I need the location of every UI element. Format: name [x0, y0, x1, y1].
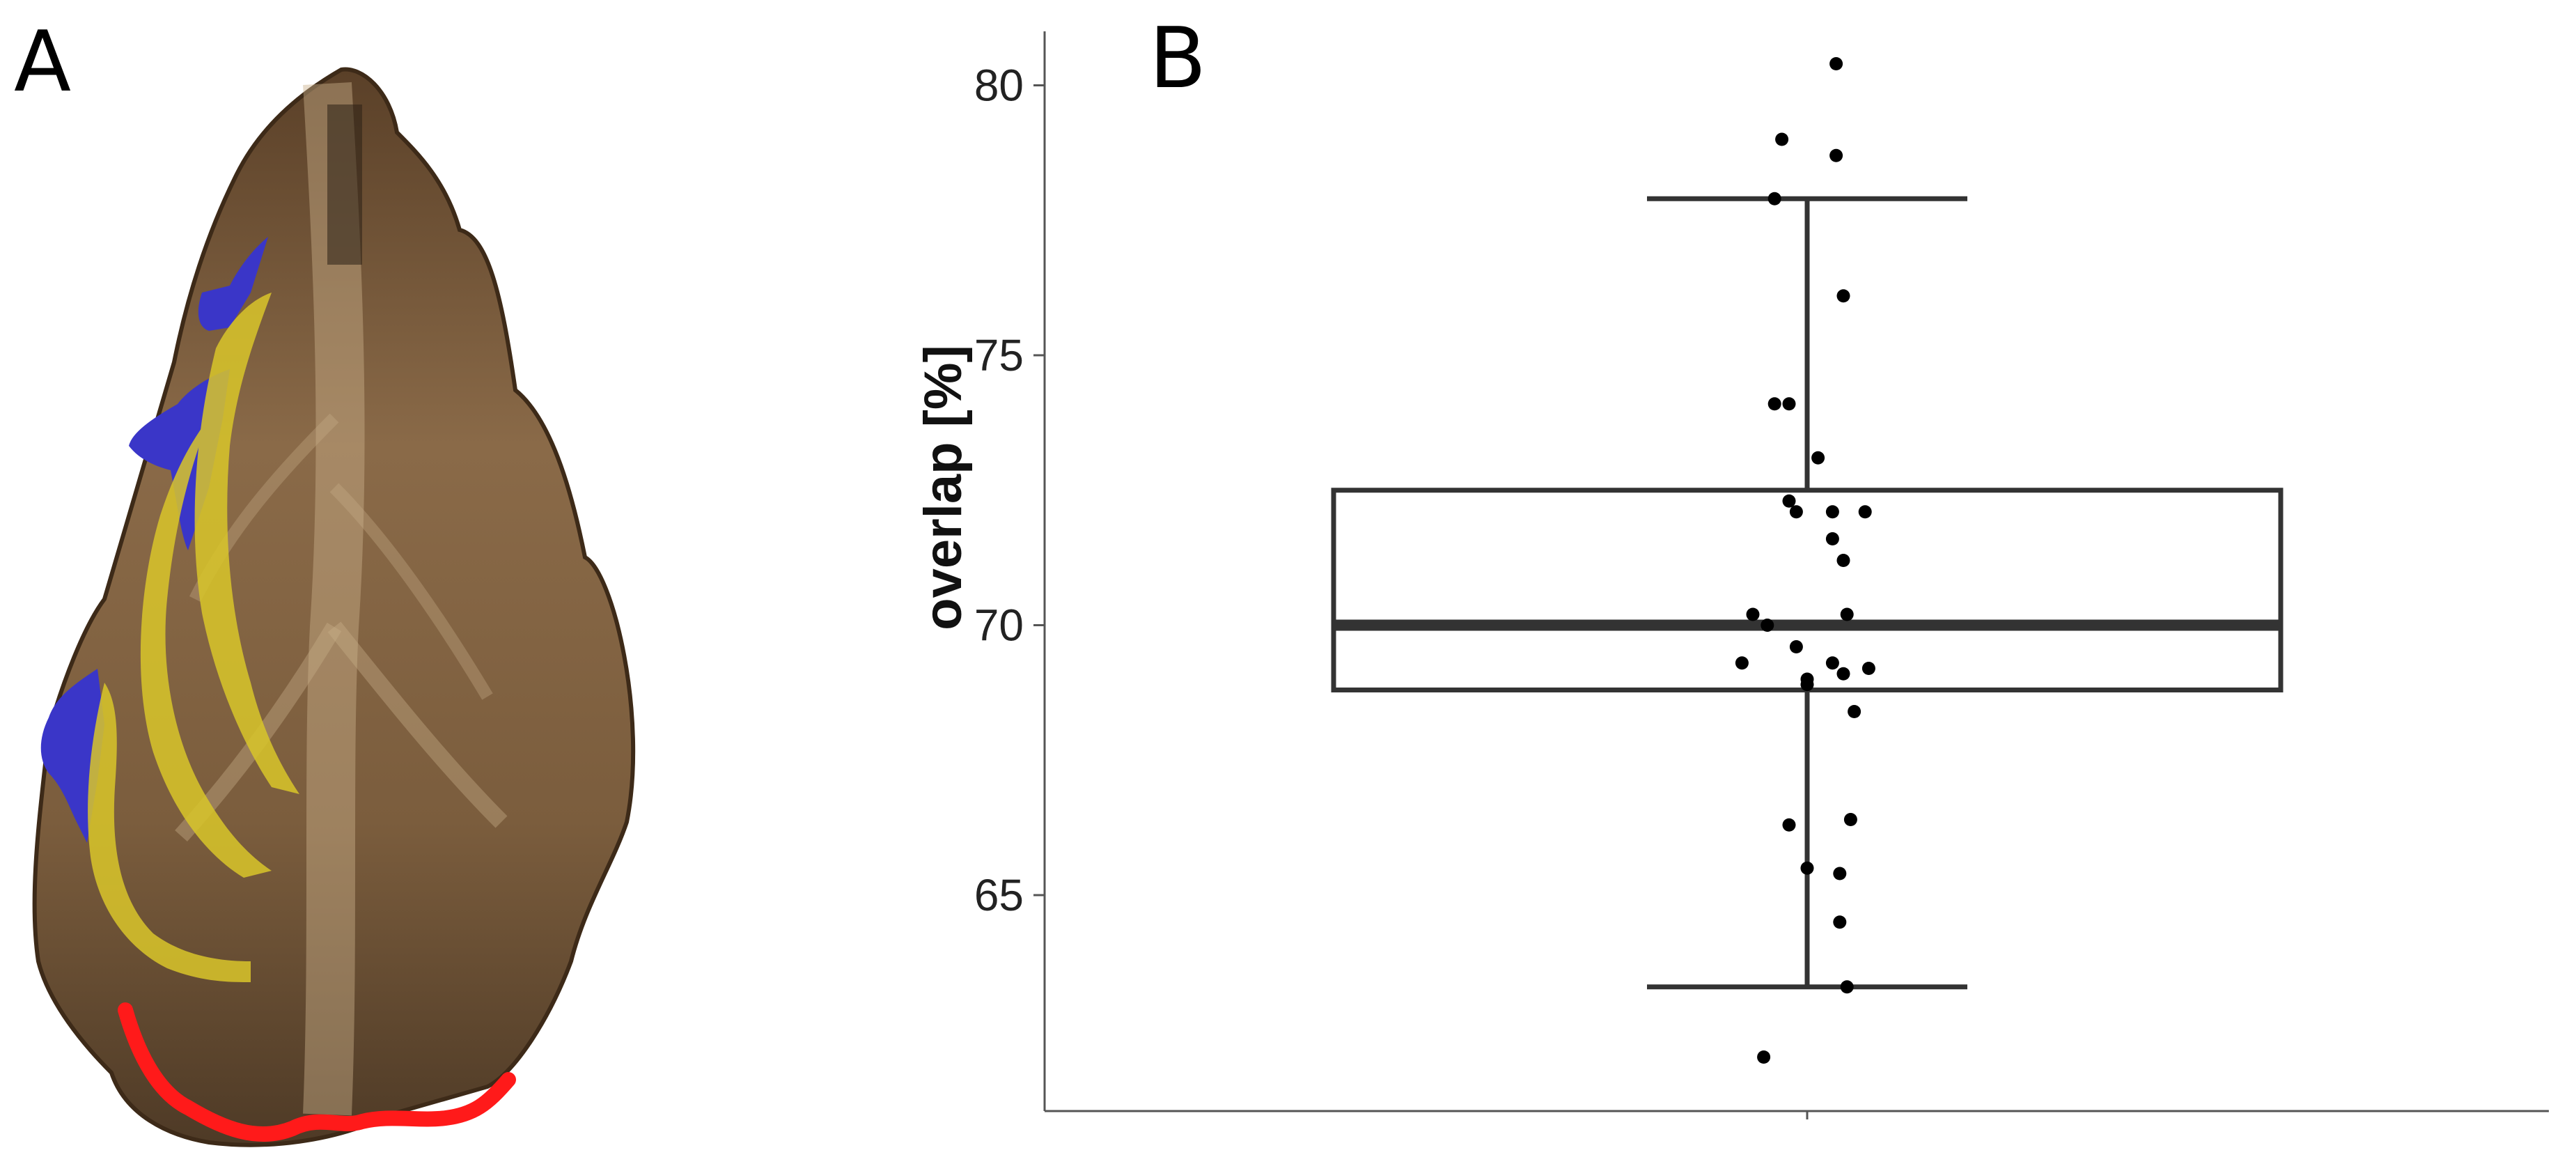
data-point [1735, 656, 1749, 670]
data-point [1767, 192, 1781, 205]
data-point [1836, 667, 1850, 681]
data-point [1789, 640, 1803, 653]
data-point [1833, 915, 1847, 929]
data-point [1789, 505, 1803, 519]
panel-label-a: A [14, 14, 72, 111]
data-point [1829, 148, 1843, 162]
tissue-body [32, 67, 636, 1147]
iqr-box [1331, 488, 2284, 692]
data-point [1848, 705, 1861, 718]
data-point [1800, 678, 1814, 692]
box-group [1331, 196, 2284, 990]
data-points [1735, 57, 1875, 1064]
data-point [1811, 451, 1825, 465]
data-point [1767, 397, 1781, 411]
y-tick-label: 75 [974, 330, 1024, 380]
data-point [1833, 867, 1847, 880]
data-point [1782, 494, 1796, 508]
data-point [1861, 662, 1875, 675]
y-tick-label: 70 [974, 600, 1024, 651]
y-tick-label: 80 [974, 61, 1024, 111]
data-point [1829, 57, 1843, 70]
yellow-region [88, 293, 299, 982]
data-point [1757, 1050, 1771, 1064]
y-axis-label: overlap [%] [914, 345, 973, 630]
data-point [1782, 818, 1796, 832]
data-point [1800, 861, 1814, 875]
data-point [1825, 532, 1839, 545]
data-point [1858, 505, 1872, 519]
red-outline [118, 1002, 516, 1142]
data-point [1836, 289, 1850, 303]
data-point [1840, 980, 1854, 994]
data-point [1825, 505, 1839, 519]
data-point [1746, 607, 1760, 621]
data-point [1825, 656, 1839, 670]
cross-section-image [32, 67, 636, 1147]
y-axis: 65 70 75 80 [974, 31, 1046, 1111]
data-point [1761, 619, 1774, 632]
data-point [1775, 132, 1789, 146]
data-point [1843, 813, 1857, 826]
data-point [1782, 397, 1796, 411]
x-axis [1045, 1110, 2549, 1119]
y-tick-label: 65 [974, 870, 1024, 920]
panel-label-b: B [1149, 10, 1207, 107]
data-point [1840, 607, 1854, 621]
data-point [1836, 554, 1850, 567]
